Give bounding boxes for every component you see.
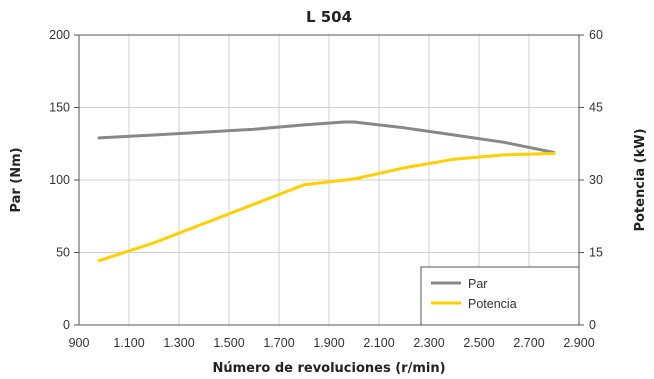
legend: Par Potencia — [420, 266, 580, 326]
x-tick-label: 1.300 — [163, 336, 194, 350]
chart-title: L 504 — [306, 8, 352, 26]
y-right-tick-label: 60 — [589, 28, 603, 42]
x-tick-label: 900 — [69, 336, 90, 350]
y-left-tick-label: 100 — [49, 173, 70, 187]
x-axis: 900 1.100 1.300 1.500 1.700 1.900 2.100 2.300 2.… — [69, 336, 595, 350]
x-tick-label: 2.700 — [513, 336, 544, 350]
y-left-tick-label: 50 — [56, 246, 70, 260]
x-tick-label: 1.100 — [113, 336, 144, 350]
legend-label-potencia: Potencia — [468, 297, 517, 311]
y-axis-right: 0 15 30 45 60 — [579, 28, 603, 332]
y-axis-right-title: Potencia (kW) — [633, 128, 648, 231]
x-tick-label: 1.700 — [263, 336, 294, 350]
x-tick-label: 1.500 — [213, 336, 244, 350]
y-axis-left: 0 50 100 150 200 — [49, 28, 79, 332]
x-tick-label: 2.100 — [363, 336, 394, 350]
legend-label-par: Par — [468, 277, 487, 291]
x-tick-label: 1.900 — [313, 336, 344, 350]
y-right-tick-label: 30 — [589, 173, 603, 187]
y-left-tick-label: 200 — [49, 28, 70, 42]
series-line-potencia — [97, 151, 556, 263]
y-right-tick-label: 45 — [589, 101, 603, 115]
y-axis-left-title: Par (Nm) — [9, 147, 24, 212]
series-line-par — [97, 120, 556, 154]
y-left-tick-label: 0 — [63, 318, 70, 332]
x-tick-label: 2.900 — [563, 336, 594, 350]
y-left-tick-label: 150 — [49, 101, 70, 115]
x-axis-title: Número de revoluciones (r/min) — [212, 361, 445, 376]
legend-box — [420, 266, 580, 326]
x-tick-label: 2.300 — [413, 336, 444, 350]
y-right-tick-label: 15 — [589, 246, 603, 260]
x-tick-label: 2.500 — [463, 336, 494, 350]
series — [97, 120, 556, 263]
y-right-tick-label: 0 — [589, 318, 596, 332]
